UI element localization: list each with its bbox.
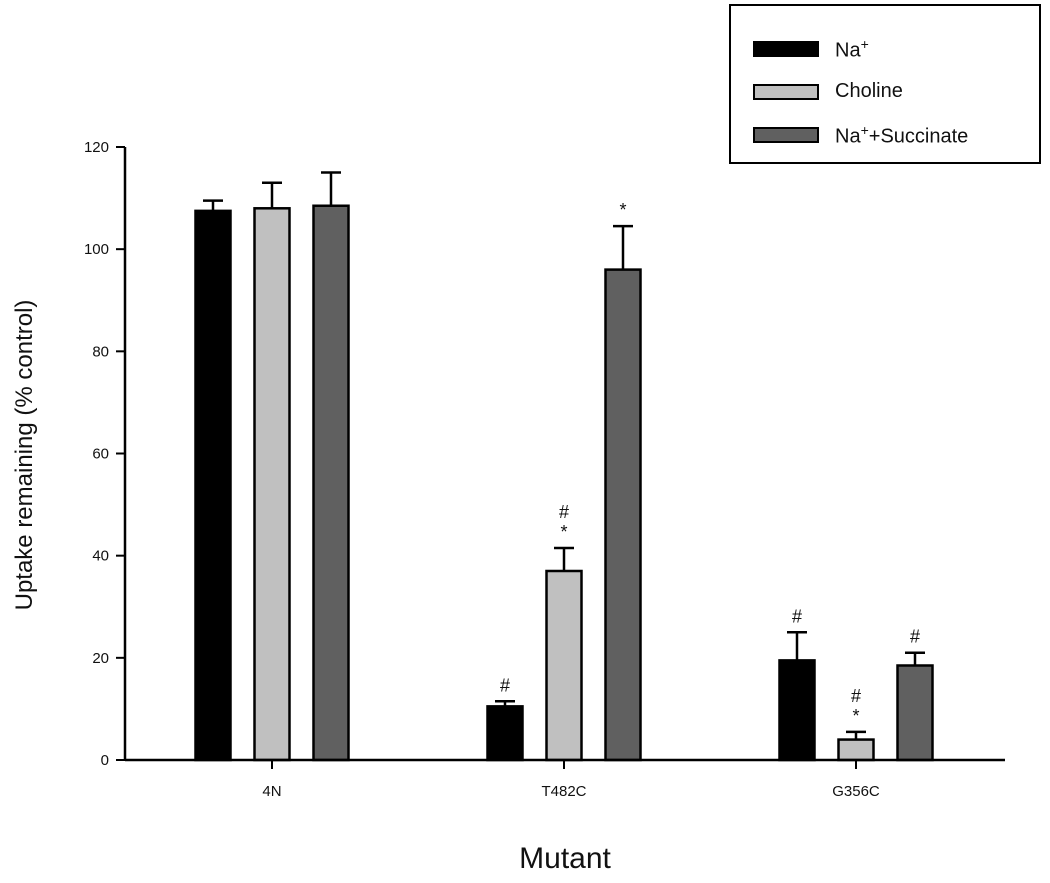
bar <box>253 207 291 762</box>
y-tick-label: 80 <box>92 343 109 360</box>
x-tick-label: G356C <box>832 783 880 800</box>
y-tick-label: 60 <box>92 446 109 463</box>
x-tick-label: T482C <box>541 783 586 800</box>
significance-marker: * <box>619 200 626 220</box>
legend-label-choline: Choline <box>835 80 903 102</box>
legend-swatch-na <box>753 41 819 58</box>
y-tick-label: 120 <box>84 139 109 156</box>
legend-item-na: Na+ <box>753 36 869 63</box>
bar <box>312 204 350 762</box>
y-tick-label: 40 <box>92 548 109 565</box>
x-tick-label: 4N <box>262 783 281 800</box>
axes: 0 20 40 60 80 100 120 4N T482C G356C <box>84 139 1005 800</box>
bar <box>837 738 875 762</box>
significance-marker: # <box>559 502 569 522</box>
significance-marker: # <box>910 627 920 647</box>
y-tick-label: 100 <box>84 241 109 258</box>
significance-marker: * <box>560 522 567 542</box>
significance-marker: * <box>852 706 859 726</box>
bar <box>778 659 816 762</box>
significance-marker: # <box>500 675 510 695</box>
significance-marker: # <box>851 686 861 706</box>
legend-swatch-choline <box>753 83 819 100</box>
y-tick-label: 20 <box>92 650 109 667</box>
bar <box>194 209 232 762</box>
legend: Na+ Choline Na++Succinate <box>729 4 1041 164</box>
y-tick-label: 0 <box>101 752 109 769</box>
legend-item-choline: Choline <box>753 80 903 103</box>
legend-swatch-na-succinate <box>753 127 819 144</box>
significance-marker: # <box>792 606 802 626</box>
bar <box>604 268 642 762</box>
x-axis-title: Mutant <box>519 842 611 875</box>
bar-series-group: ##*#*#*# <box>194 171 934 762</box>
legend-label-na-succinate: Na++Succinate <box>835 122 969 148</box>
legend-item-na-succinate: Na++Succinate <box>753 122 968 149</box>
y-axis-title: Uptake remaining (% control) <box>11 300 38 611</box>
bar <box>545 569 583 762</box>
bar <box>896 664 934 762</box>
legend-label-na: Na+ <box>835 36 869 62</box>
bar <box>486 705 524 762</box>
